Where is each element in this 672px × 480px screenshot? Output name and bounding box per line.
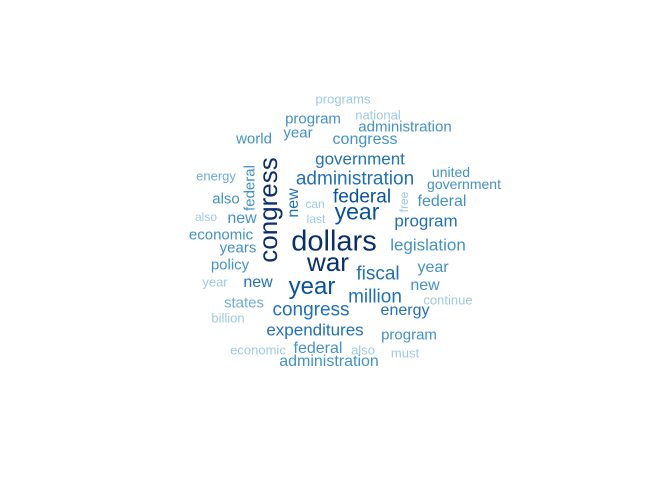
word-years-27: years: [219, 239, 257, 257]
word-can-17: can: [305, 197, 325, 211]
word-also-47: also: [351, 342, 375, 358]
word-last-23: last: [306, 212, 326, 226]
word-new-22: new: [227, 210, 257, 227]
word-energy-8: energy: [196, 168, 236, 184]
word-year-31: year: [417, 259, 449, 276]
word-year-33: year: [202, 274, 228, 290]
word-year-20: year: [334, 198, 380, 225]
word-administration-3: administration: [358, 118, 452, 136]
word-dollars-26: dollars: [291, 225, 377, 258]
word-administration-13: administration: [295, 168, 415, 190]
word-world-4: world: [236, 130, 272, 148]
word-federal-16: federal: [332, 186, 392, 208]
word-program-44: program: [381, 326, 437, 344]
word-fiscal-32: fiscal: [356, 263, 400, 285]
word-administration-49: administration: [279, 353, 379, 370]
word-government-12: government: [427, 176, 501, 192]
word-program-2: program: [285, 110, 341, 128]
word-energy-41: energy: [380, 302, 430, 319]
word-economic-45: economic: [230, 342, 286, 358]
word-new-34: new: [243, 274, 273, 291]
word-expenditures-43: expenditures: [266, 320, 364, 340]
word-must-48: must: [390, 345, 420, 361]
word-free-18: free: [397, 191, 411, 213]
word-congress-6: congress: [332, 131, 398, 148]
word-programs-0: programs: [315, 91, 371, 107]
word-policy-30: policy: [210, 256, 250, 274]
word-new-36: new: [410, 277, 440, 294]
word-federal-46: federal: [293, 340, 343, 357]
word-national-1: national: [355, 107, 401, 123]
word-federal-19: federal: [417, 193, 467, 210]
word-economic-25: economic: [188, 226, 254, 244]
word-congress-10: congress: [253, 157, 283, 263]
word-united-11: united: [431, 164, 471, 180]
word-year-5: year: [283, 124, 313, 142]
word-congress-40: congress: [272, 299, 350, 321]
word-states-39: states: [223, 294, 265, 312]
word-war-29: war: [307, 247, 349, 277]
word-new-15: new: [285, 188, 302, 218]
word-also-14: also: [212, 190, 240, 208]
word-billion-42: billion: [211, 310, 245, 326]
word-also-21: also: [194, 210, 218, 224]
word-continue-38: continue: [423, 292, 473, 308]
word-government-7: government: [315, 149, 405, 169]
word-million-37: million: [348, 286, 402, 308]
word-legislation-28: legislation: [390, 235, 466, 255]
word-year-35: year: [288, 273, 336, 300]
word-program-24: program: [394, 211, 458, 231]
